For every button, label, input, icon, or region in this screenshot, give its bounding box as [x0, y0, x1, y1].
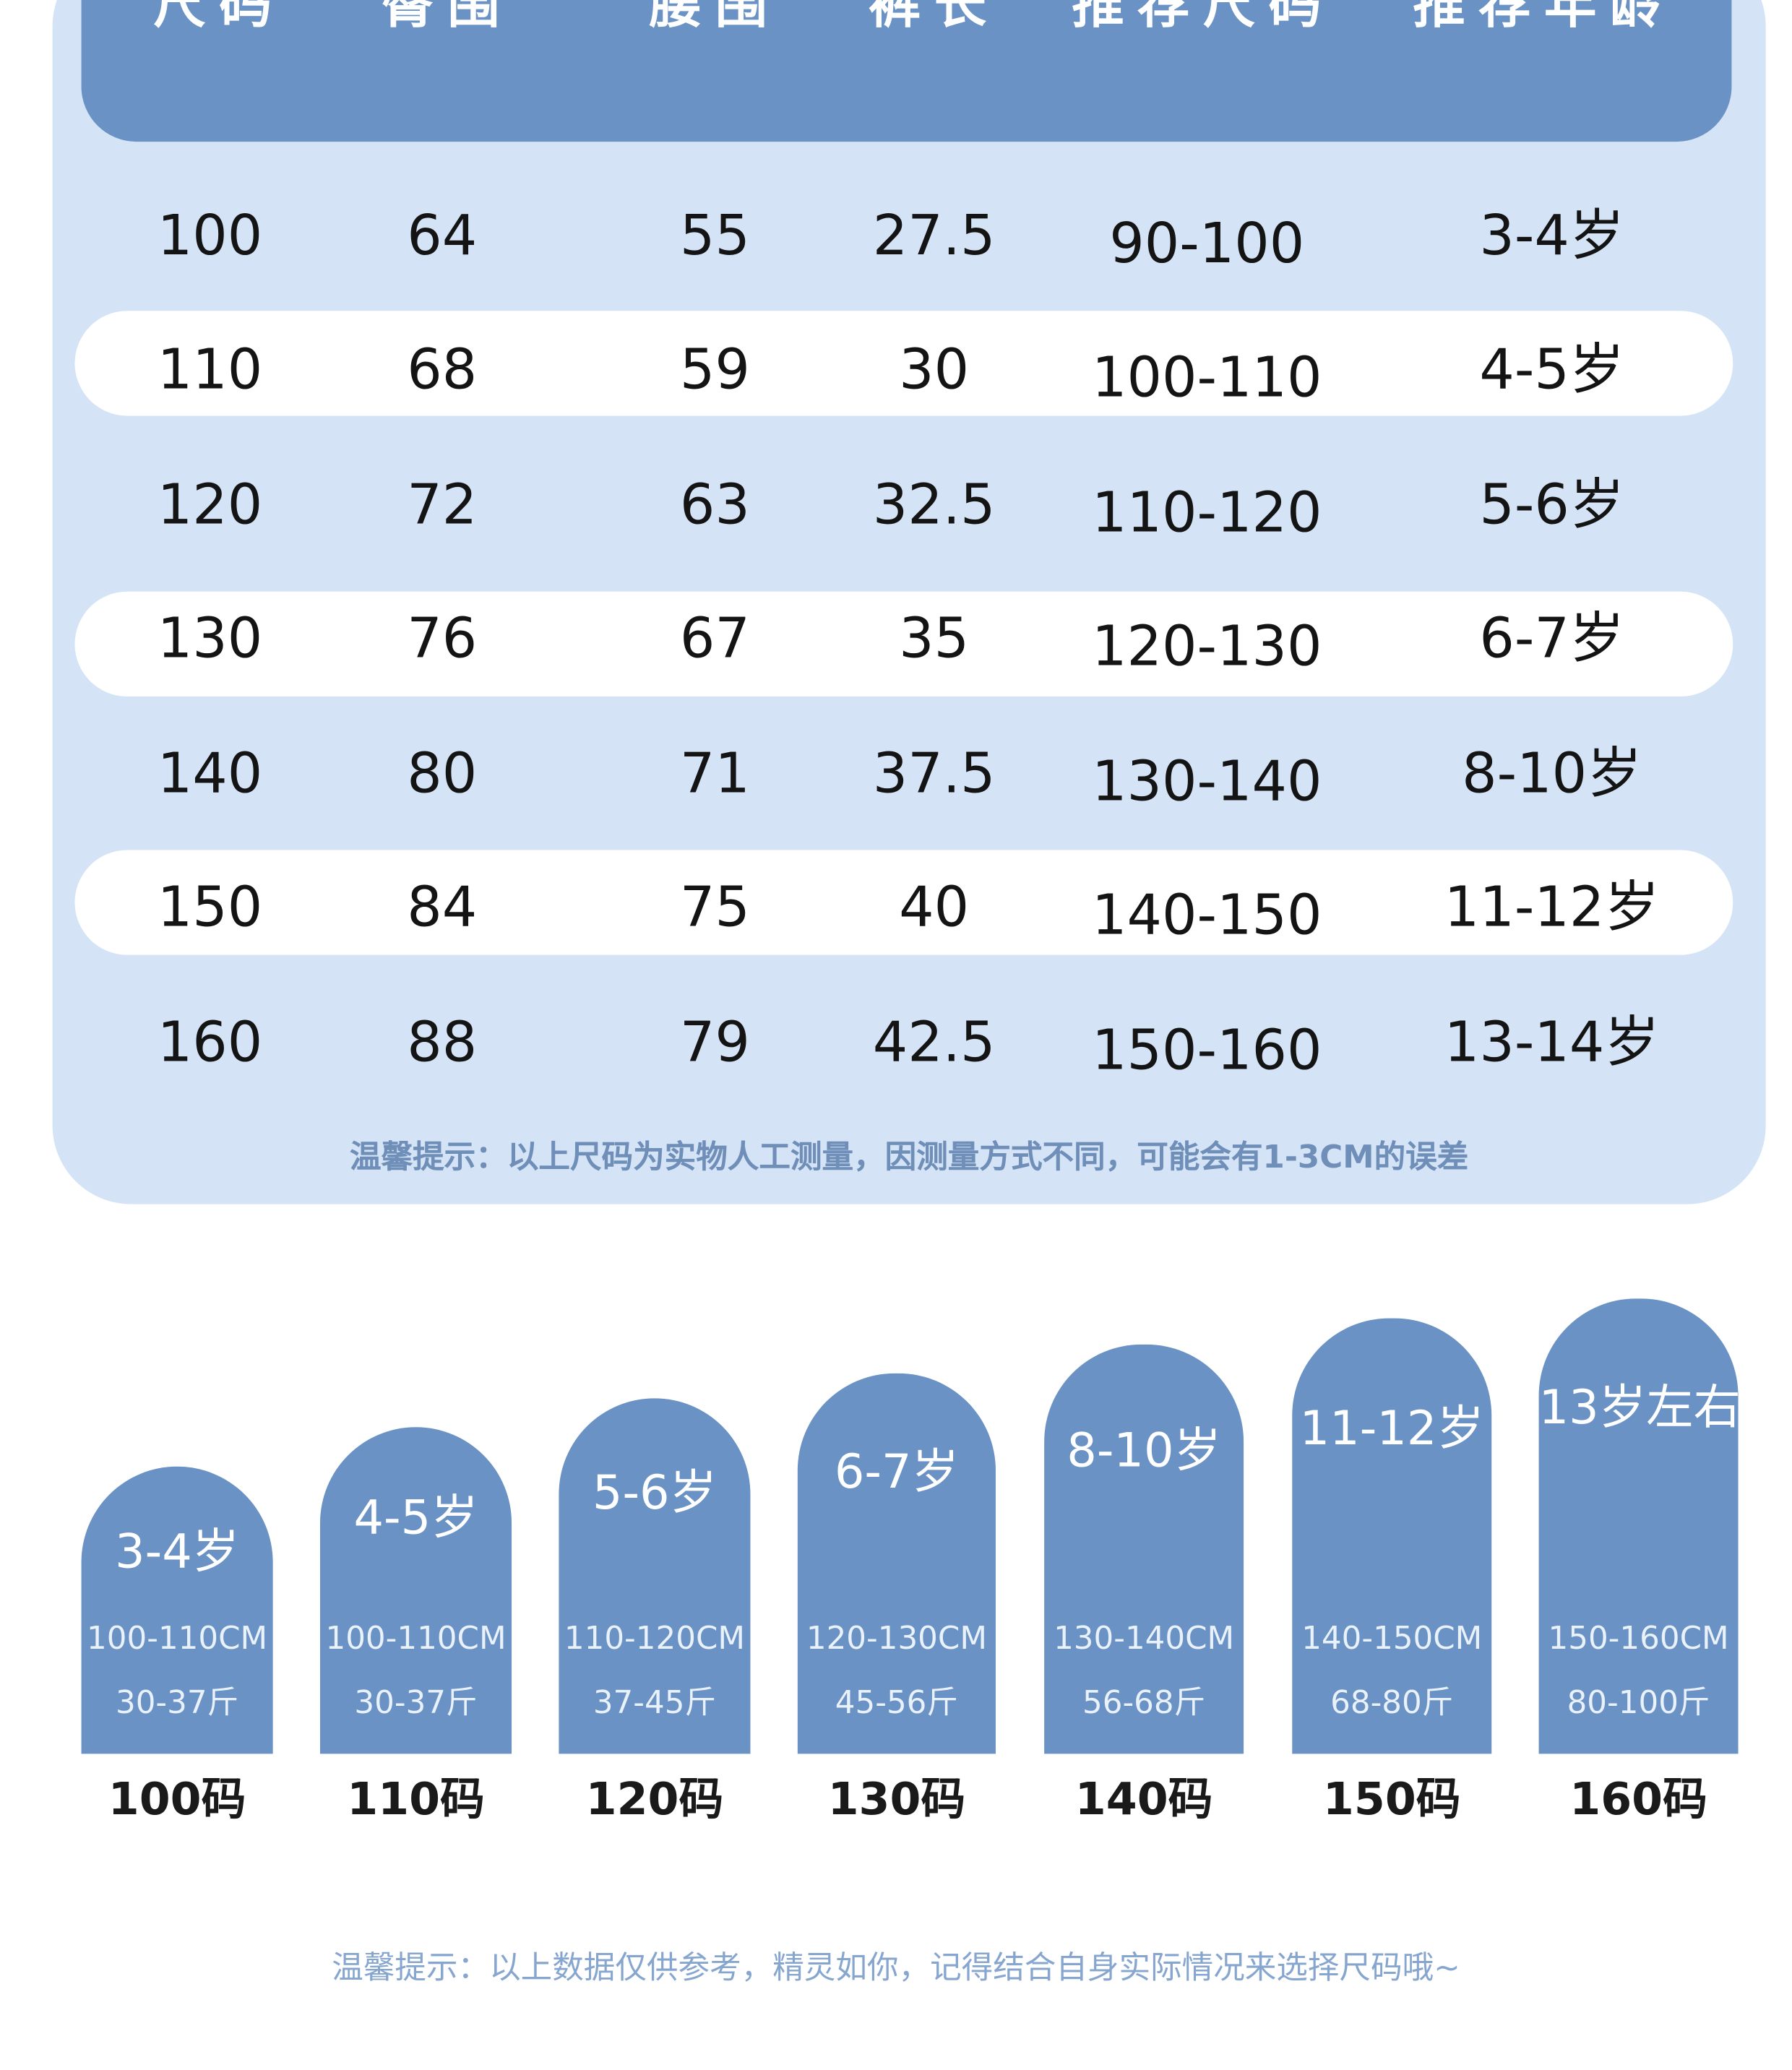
footer-note: 温馨提示：以上数据仅供参考，精灵如你，记得结合自身实际情况来选择尺码哦~: [332, 1949, 1460, 1986]
table-cell: 140-150: [1091, 882, 1322, 947]
bar-size-label: 160码: [1569, 1773, 1707, 1827]
table-cell: 11-12岁: [1444, 874, 1660, 939]
header-waist: 腰围: [649, 0, 781, 36]
table-cell: 3-4岁: [1479, 203, 1625, 268]
table-cell: 4-5岁: [1479, 337, 1625, 402]
header-hip: 臀围: [382, 0, 513, 36]
bar-height-range: 130-140CM: [1054, 1620, 1235, 1657]
table-cell: 72: [407, 472, 478, 537]
bar-height-range: 100-110CM: [325, 1620, 507, 1657]
table-header: 尺码 臀围 腰围 裤长 推荐尺码 推荐年龄: [81, 0, 1732, 142]
size-bar: 11-12岁 140-150CM 68-80斤: [1292, 1318, 1492, 1754]
bar-size-label: 120码: [585, 1773, 724, 1827]
table-cell: 5-6岁: [1479, 472, 1625, 537]
table-cell: 55: [679, 203, 750, 268]
table-cell: 63: [679, 472, 750, 537]
table-cell: 68: [407, 337, 478, 402]
table-cell: 6-7岁: [1479, 605, 1625, 670]
table-cell: 59: [679, 337, 750, 402]
table-cell: 150: [157, 874, 263, 939]
bar-height-range: 100-110CM: [87, 1620, 268, 1657]
bar-size-label: 150码: [1322, 1773, 1461, 1827]
table-cell: 110: [157, 337, 263, 402]
table-cell: 130: [157, 605, 263, 670]
size-bar: 13岁左右 150-160CM 80-100斤: [1538, 1298, 1741, 1754]
bar-weight-range: 37-45斤: [593, 1684, 717, 1721]
table-cell: 42.5: [872, 1009, 996, 1074]
size-bar: 8-10岁 130-140CM 56-68斤: [1044, 1344, 1244, 1754]
table-cell: 140: [157, 741, 263, 806]
table-cell: 150-160: [1091, 1017, 1322, 1082]
bar-size-label: 140码: [1074, 1773, 1213, 1827]
bar-age: 13岁左右: [1538, 1381, 1741, 1436]
bar-age: 6-7岁: [834, 1445, 959, 1500]
row-band: [74, 311, 1733, 416]
bar-weight-range: 56-68斤: [1082, 1684, 1206, 1721]
table-cell: 110-120: [1091, 480, 1322, 545]
size-bar: 3-4岁 100-110CM 30-37斤: [81, 1466, 273, 1754]
bar-height-range: 140-150CM: [1301, 1620, 1483, 1657]
measurement-note: 温馨提示：以上尺码为实物人工测量，因测量方式不同，可能会有1-3CM的误差: [349, 1138, 1469, 1176]
table-cell: 64: [407, 203, 478, 268]
header-length: 裤长: [868, 0, 1000, 36]
bar-age: 11-12岁: [1299, 1402, 1484, 1457]
table-cell: 84: [407, 874, 478, 939]
table-cell: 13-14岁: [1444, 1009, 1660, 1074]
table-cell: 37.5: [872, 741, 996, 806]
bar-age: 8-10岁: [1067, 1424, 1221, 1479]
table-cell: 100-110: [1091, 345, 1322, 410]
table-cell: 130-140: [1091, 749, 1322, 814]
bar-weight-range: 30-37斤: [115, 1684, 239, 1721]
table-cell: 32.5: [872, 472, 996, 537]
bar-weight-range: 68-80斤: [1330, 1684, 1454, 1721]
row-band: [74, 591, 1733, 697]
size-bar: 4-5岁 100-110CM 30-37斤: [319, 1427, 512, 1754]
bar-weight-range: 80-100斤: [1567, 1684, 1710, 1721]
table-cell: 8-10岁: [1462, 741, 1642, 806]
table-cell: 160: [157, 1009, 263, 1074]
table-cell: 27.5: [872, 203, 996, 268]
bar-height-range: 110-120CM: [564, 1620, 745, 1657]
bar-size-label: 100码: [108, 1773, 246, 1827]
size-bar: 6-7岁 120-130CM 45-56斤: [797, 1373, 996, 1754]
table-cell: 71: [679, 741, 750, 806]
bar-age: 3-4岁: [115, 1525, 240, 1579]
size-bar: 5-6岁 110-120CM 37-45斤: [559, 1398, 751, 1754]
table-cell: 79: [679, 1009, 750, 1074]
table-cell: 35: [899, 605, 970, 670]
table-cell: 40: [899, 874, 970, 939]
table-cell: 120-130: [1091, 613, 1322, 678]
bar-weight-range: 45-56斤: [835, 1684, 958, 1721]
bar-age: 5-6岁: [592, 1466, 718, 1521]
header-recommended-size: 推荐尺码: [1072, 0, 1335, 36]
table-cell: 67: [679, 605, 750, 670]
bar-size-label: 110码: [347, 1773, 485, 1827]
table-cell: 76: [407, 605, 478, 670]
row-band: [74, 850, 1733, 955]
bar-size-label: 130码: [827, 1773, 966, 1827]
table-cell: 75: [679, 874, 750, 939]
table-cell: 30: [899, 337, 970, 402]
bar-height-range: 150-160CM: [1548, 1620, 1729, 1657]
bar-weight-range: 30-37斤: [354, 1684, 478, 1721]
header-size: 尺码: [153, 0, 285, 36]
bar-height-range: 120-130CM: [806, 1620, 987, 1657]
table-cell: 90-100: [1109, 211, 1305, 276]
header-recommended-age: 推荐年龄: [1413, 0, 1676, 36]
table-cell: 80: [407, 741, 478, 806]
table-cell: 120: [157, 472, 263, 537]
bar-age: 4-5岁: [353, 1491, 478, 1545]
table-cell: 100: [157, 203, 263, 268]
table-cell: 88: [407, 1009, 478, 1074]
